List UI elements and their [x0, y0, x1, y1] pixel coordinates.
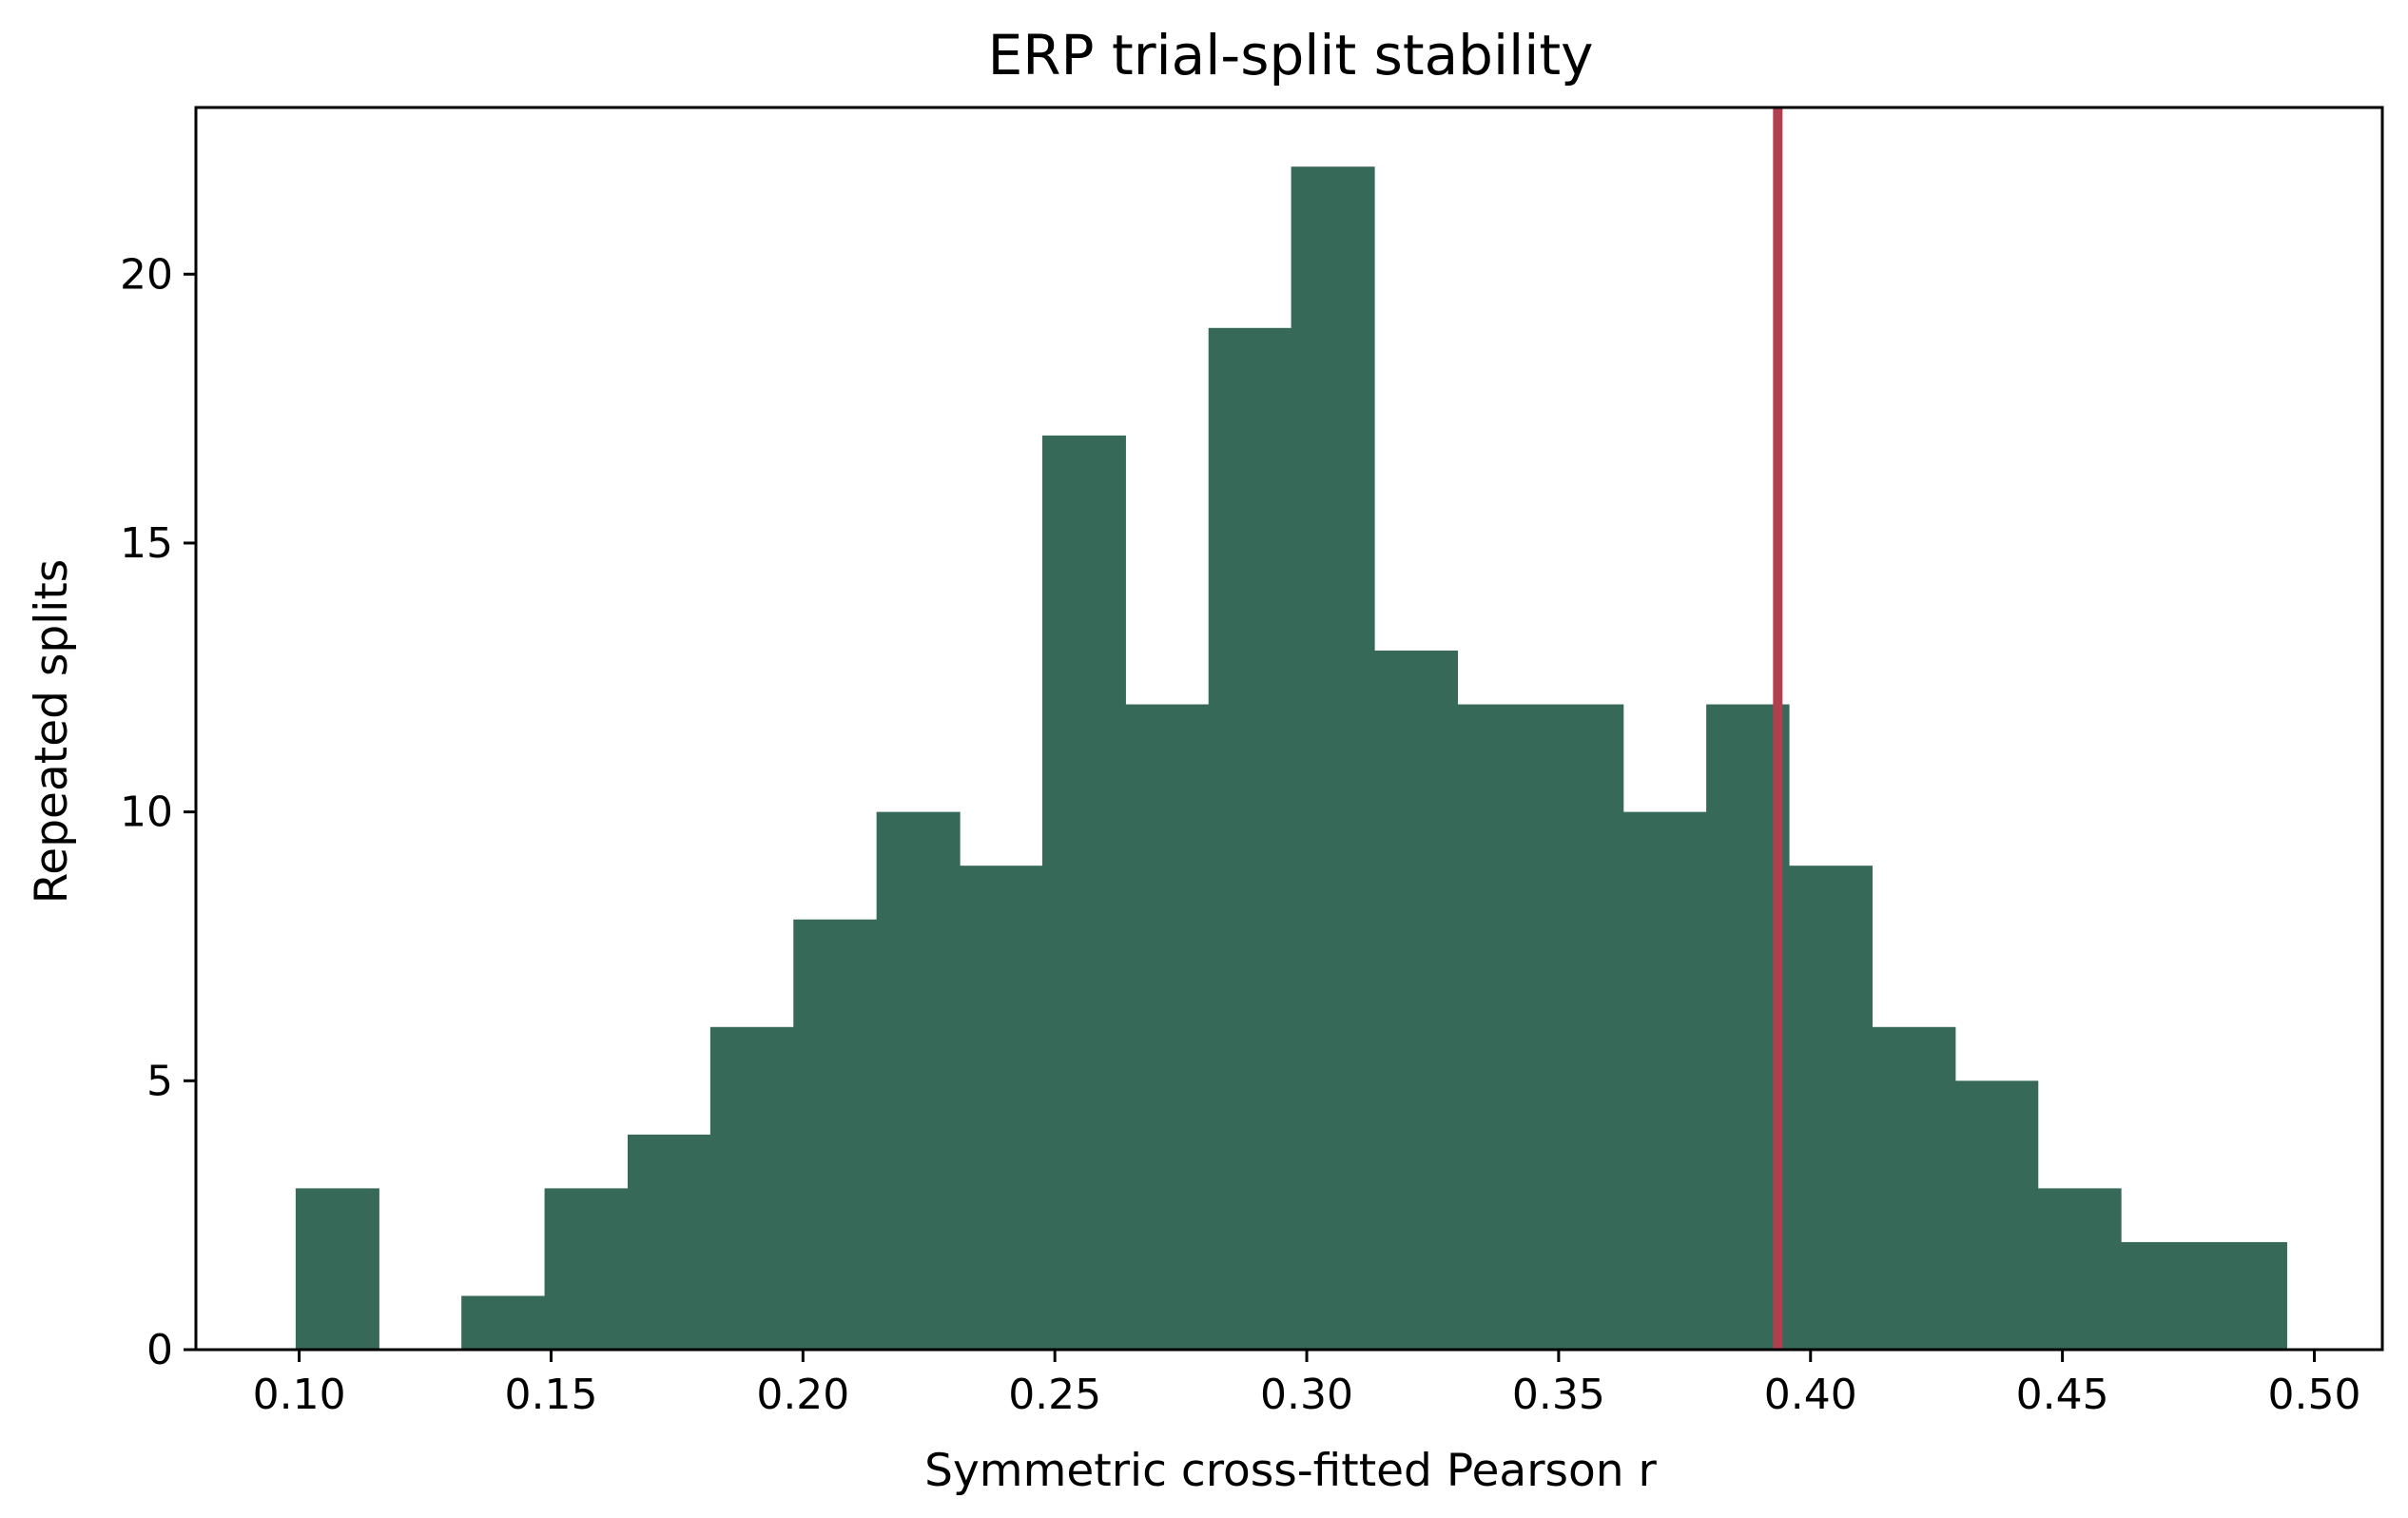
x-tick-label: 0.50: [2268, 1371, 2361, 1419]
y-tick-label: 5: [146, 1057, 173, 1105]
y-tick-label: 0: [146, 1326, 173, 1374]
y-tick-label: 15: [120, 519, 173, 568]
histogram-bar: [1291, 166, 1375, 1351]
histogram-bar: [627, 1134, 711, 1350]
histogram-bar: [1540, 704, 1624, 1350]
histogram-bar: [2037, 1188, 2122, 1350]
plot-frame: [194, 106, 2384, 1352]
x-tick-label: 0.15: [504, 1371, 597, 1419]
histogram-bar: [544, 1188, 629, 1350]
histogram-bar: [2121, 1241, 2205, 1350]
x-axis-label: Symmetric cross-fitted Pearson r: [924, 1445, 1657, 1497]
histogram-bar: [295, 1188, 379, 1350]
x-tick-label: 0.25: [1008, 1371, 1101, 1419]
histogram-bars: [295, 166, 2287, 1351]
histogram-bar: [1457, 704, 1541, 1350]
histogram-bar: [461, 1295, 546, 1350]
x-tick-label: 0.35: [1512, 1371, 1605, 1419]
y-axis: 0 5 10 15 20: [120, 250, 196, 1374]
chart-title: ERP trial-split stability: [988, 23, 1594, 88]
histogram-bar: [1041, 435, 1126, 1350]
histogram-bar: [793, 919, 878, 1350]
histogram-bar: [1208, 327, 1292, 1350]
histogram-bar: [1872, 1026, 1956, 1350]
histogram-bar: [709, 1026, 794, 1350]
histogram-bar: [960, 866, 1043, 1350]
y-tick-label: 10: [120, 788, 173, 837]
histogram-bar: [1954, 1080, 2039, 1350]
y-tick-label: 20: [120, 250, 173, 299]
x-axis: 0.10 0.15 0.20 0.25 0.30 0.35 0.40 0.45 0.50: [253, 1350, 2361, 1419]
x-tick-label: 0.10: [253, 1371, 346, 1419]
histogram-bar: [1374, 651, 1459, 1350]
y-axis-label: Repeated splits: [26, 559, 78, 904]
x-tick-label: 0.20: [756, 1371, 849, 1419]
x-tick-label: 0.30: [1260, 1371, 1353, 1419]
histogram-bar: [2204, 1241, 2287, 1350]
x-tick-label: 0.45: [2016, 1371, 2109, 1419]
x-tick-label: 0.40: [1764, 1371, 1857, 1419]
histogram-bar: [1125, 704, 1210, 1350]
histogram-bar: [1622, 811, 1707, 1350]
histogram-bar: [1788, 866, 1873, 1350]
histogram-bar: [876, 811, 961, 1350]
